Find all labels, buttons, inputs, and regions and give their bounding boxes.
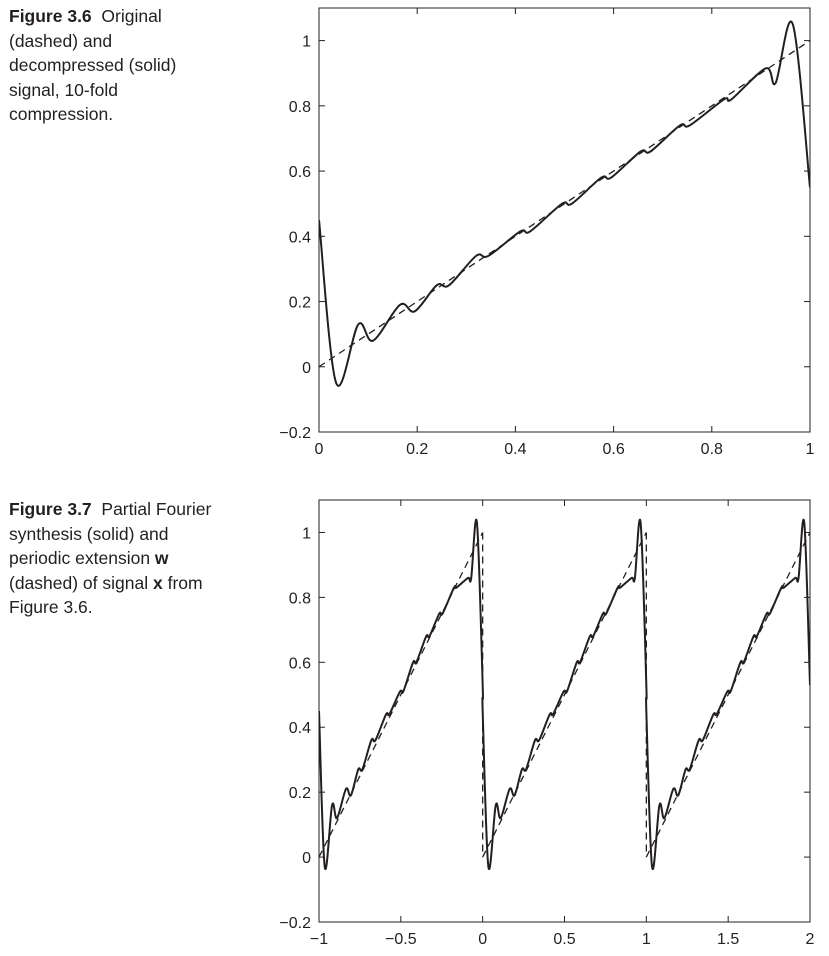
caption-text: signal, 10-fold: [9, 79, 118, 100]
caption-text: decompressed (solid): [9, 55, 177, 75]
y-tick-label: 0: [302, 360, 311, 377]
caption-text: from: [162, 572, 203, 593]
x-tick-label: 0.4: [504, 441, 526, 458]
figure-3-7-caption: Figure 3.7 Partial Fourier synthesis (so…: [9, 497, 249, 620]
caption-text: compression.: [9, 104, 114, 124]
solid-series-line: [319, 20, 810, 387]
caption-bold-w: w: [154, 548, 169, 568]
figure-3-6-plot: 0 0.2 0.4 0.6 0.8 1−0.200.20.40.60.81: [279, 7, 815, 458]
caption-bold-x: x: [152, 572, 163, 593]
y-tick-label: −0.2: [279, 425, 311, 442]
dashed-series-line: [319, 532, 484, 858]
caption-text: (dashed) and: [9, 30, 113, 51]
x-tick-label: 0.2: [406, 441, 428, 458]
y-tick-label: 0.8: [289, 99, 311, 116]
y-tick-label: 0.4: [289, 229, 311, 246]
figure-label: Figure 3.6: [9, 6, 92, 26]
caption-text: synthesis (solid) and: [9, 523, 169, 544]
dashed-series-line: [645, 532, 810, 858]
y-tick-label: −0.2: [279, 915, 311, 932]
x-tick-label: 0: [478, 931, 487, 948]
y-tick-label: 1: [302, 525, 311, 542]
y-tick-label: 0.8: [289, 590, 311, 607]
solid-series-line: [319, 518, 810, 871]
y-tick-label: 0.6: [289, 655, 311, 672]
y-tick-label: 0.2: [289, 295, 311, 312]
series-group: [319, 518, 810, 871]
x-tick-label: 1: [642, 931, 651, 948]
caption-text: Figure 3.6.: [9, 597, 93, 617]
x-tick-label: −1: [310, 931, 328, 948]
dashed-series-line: [319, 40, 810, 368]
x-tick-label: 0.6: [602, 441, 624, 458]
caption-text: Original: [101, 6, 162, 26]
x-tick-label: 0.5: [553, 931, 575, 948]
y-tick-label: 0.4: [289, 720, 311, 737]
y-tick-label: 0.6: [289, 164, 311, 181]
figure-3-7-plot: −1 −0.5 0 0.5 1 1.5 2 −0.2 0 0.2 0.4 0.6 0.8 1: [279, 499, 815, 948]
x-tick-label: 1: [806, 441, 815, 458]
series-group: [319, 20, 810, 387]
y-tick-label: 1: [302, 34, 311, 51]
figure-label: Figure 3.7: [9, 499, 92, 519]
dashed-series-line: [482, 532, 647, 858]
y-tick-label: 0: [302, 850, 311, 867]
figure-3-6-caption: Figure 3.6 Original (dashed) and decompr…: [9, 4, 249, 127]
x-tick-label: 0: [315, 441, 324, 458]
x-tick-label: 1.5: [717, 931, 739, 948]
x-tick-label: −0.5: [385, 931, 417, 948]
caption-text: (dashed) of signal: [9, 572, 153, 593]
caption-text: Partial Fourier: [101, 499, 212, 519]
plot-frame: [318, 499, 811, 923]
x-tick-label: 0.8: [701, 441, 723, 458]
caption-text: periodic extension: [9, 548, 155, 568]
y-tick-label: 0.2: [289, 785, 311, 802]
x-tick-label: 2: [806, 931, 815, 948]
plot-frame: [318, 7, 811, 433]
